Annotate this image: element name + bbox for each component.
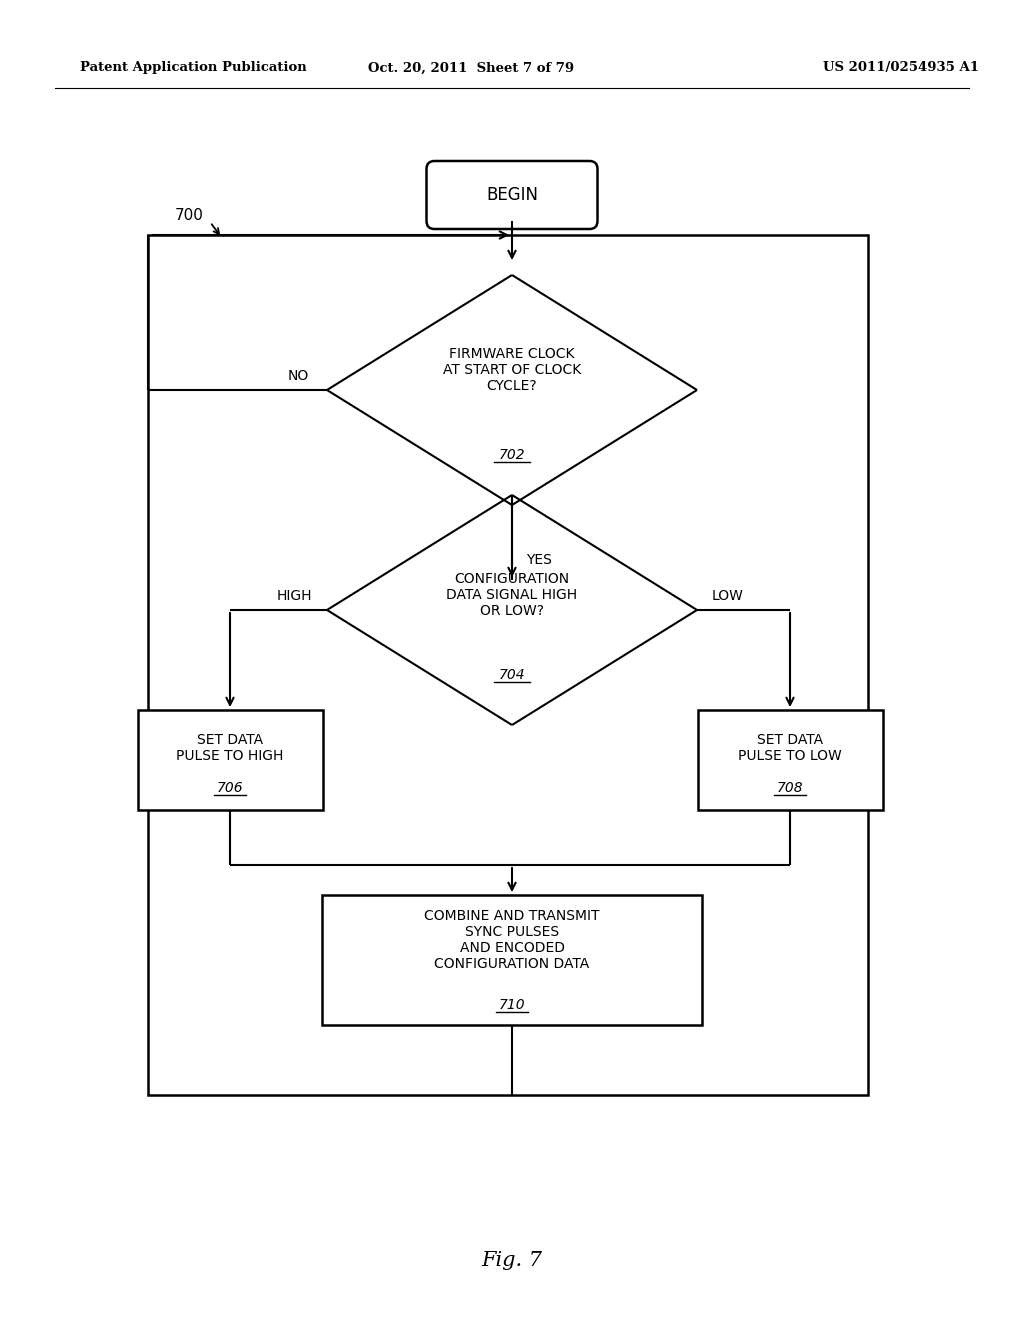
Text: COMBINE AND TRANSMIT
SYNC PULSES
AND ENCODED
CONFIGURATION DATA: COMBINE AND TRANSMIT SYNC PULSES AND ENC… (424, 908, 600, 972)
Text: HIGH: HIGH (276, 589, 312, 603)
Text: BEGIN: BEGIN (486, 186, 538, 205)
Text: CONFIGURATION
DATA SIGNAL HIGH
OR LOW?: CONFIGURATION DATA SIGNAL HIGH OR LOW? (446, 572, 578, 618)
FancyBboxPatch shape (427, 161, 597, 228)
Text: NO: NO (288, 370, 309, 383)
Text: US 2011/0254935 A1: US 2011/0254935 A1 (823, 62, 979, 74)
Text: Oct. 20, 2011  Sheet 7 of 79: Oct. 20, 2011 Sheet 7 of 79 (368, 62, 574, 74)
Bar (322, 895, 702, 1026)
Bar (697, 710, 883, 810)
Text: LOW: LOW (712, 589, 743, 603)
Text: Fig. 7: Fig. 7 (481, 1250, 543, 1270)
Text: SET DATA
PULSE TO HIGH: SET DATA PULSE TO HIGH (176, 733, 284, 763)
Text: YES: YES (526, 553, 552, 568)
Text: Patent Application Publication: Patent Application Publication (80, 62, 307, 74)
Text: 704: 704 (499, 668, 525, 682)
Text: 710: 710 (499, 998, 525, 1012)
Text: FIRMWARE CLOCK
AT START OF CLOCK
CYCLE?: FIRMWARE CLOCK AT START OF CLOCK CYCLE? (442, 347, 582, 393)
Text: SET DATA
PULSE TO LOW: SET DATA PULSE TO LOW (738, 733, 842, 763)
Bar (137, 710, 323, 810)
Text: 708: 708 (776, 781, 803, 795)
Text: 706: 706 (217, 781, 244, 795)
Text: 702: 702 (499, 447, 525, 462)
Bar (148, 235, 868, 1096)
Text: 700: 700 (175, 207, 204, 223)
